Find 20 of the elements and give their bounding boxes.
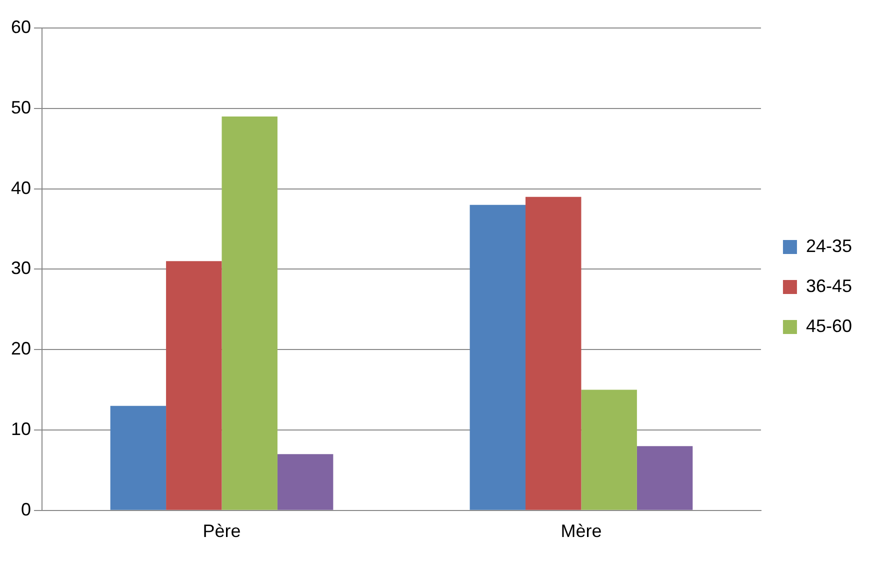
legend-label: 36-45 — [806, 276, 852, 296]
y-tick-label: 0 — [21, 499, 32, 520]
bar — [166, 261, 222, 510]
bar — [277, 454, 334, 510]
bar — [581, 390, 637, 510]
x-tick-label: Mère — [560, 521, 602, 542]
x-tick-label: Père — [202, 521, 241, 542]
y-tick-label: 10 — [10, 418, 32, 439]
y-tick-label: 50 — [10, 97, 32, 118]
bar — [110, 406, 166, 510]
bar — [526, 196, 582, 510]
y-tick-label: 30 — [10, 258, 32, 278]
y-tick-label: 20 — [10, 338, 32, 359]
bar — [636, 446, 693, 510]
bar — [470, 204, 526, 510]
y-tick-label: 40 — [10, 178, 32, 198]
y-tick-label: 60 — [10, 16, 32, 37]
legend-label: 45-60 — [806, 316, 852, 336]
legend-label: 24-35 — [806, 236, 852, 256]
bar — [222, 116, 278, 510]
